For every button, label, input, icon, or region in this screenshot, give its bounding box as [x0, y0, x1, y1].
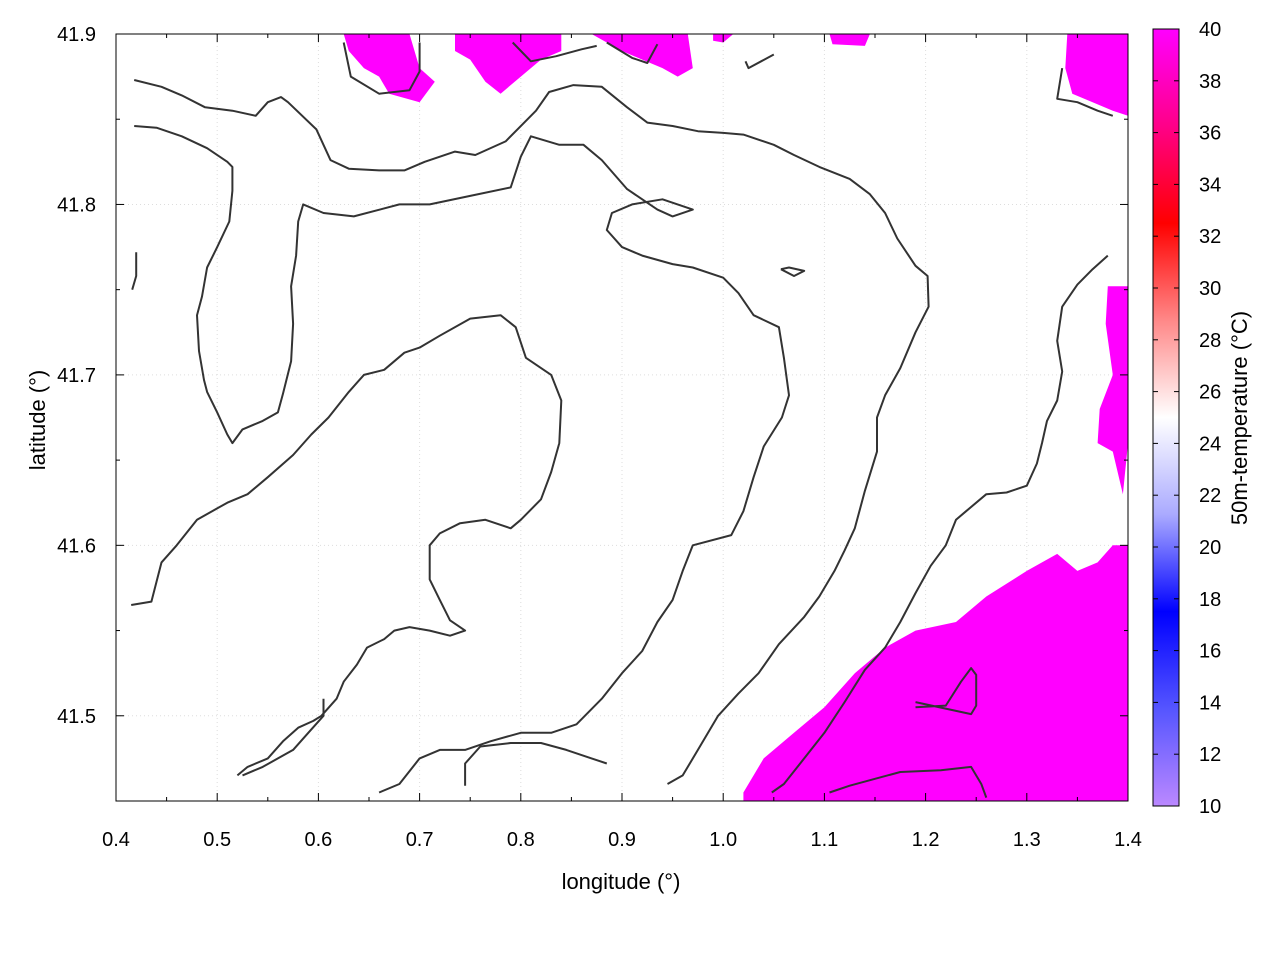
colorbar: 10 12 14 16 18 20 22 24 26 28 30 32 34 36 38 40 [1152, 19, 1221, 818]
x-axis-label: longitude (°) [562, 869, 681, 894]
x-tick-label: 0.4 [102, 829, 130, 851]
hot-region [829, 34, 870, 46]
x-tick-label: 0.7 [406, 829, 434, 851]
contour-line [464, 742, 608, 786]
cbar-tick-label: 14 [1199, 692, 1221, 714]
cbar-tick-label: 32 [1199, 226, 1221, 248]
x-tick-label: 0.9 [608, 829, 636, 851]
x-tick-label: 1.4 [1114, 829, 1142, 851]
hot-region [455, 34, 562, 94]
x-tick-label: 1.0 [709, 829, 737, 851]
x-tick-label: 1.1 [810, 829, 838, 851]
hot-region [743, 545, 1128, 801]
cbar-tick-label: 36 [1199, 123, 1221, 145]
contour-line [829, 765, 988, 798]
cbar-tick-label: 12 [1199, 744, 1221, 766]
contour-line [915, 667, 978, 716]
y-tick-label: 41.8 [57, 194, 96, 216]
cbar-tick-label: 40 [1199, 19, 1221, 41]
x-tick-label: 0.6 [304, 829, 332, 851]
y-tick-label: 41.9 [57, 24, 96, 46]
y-tick-label: 41.7 [57, 365, 96, 387]
contour-line [131, 314, 563, 777]
x-tick-label: 1.3 [1013, 829, 1041, 851]
cbar-tick-label: 28 [1199, 330, 1221, 352]
contour-line [1056, 67, 1114, 117]
contour-line [134, 125, 790, 794]
cbar-tick-label: 38 [1199, 71, 1221, 93]
cbar-tick-label: 20 [1199, 537, 1221, 559]
contour-line [511, 41, 597, 63]
colorbar-gradient [1152, 28, 1180, 807]
hot-region [591, 34, 693, 77]
x-tick-label: 0.8 [507, 829, 535, 851]
cbar-tick-label: 16 [1199, 641, 1221, 663]
x-tick-label: 0.5 [203, 829, 231, 851]
contour-line [342, 42, 421, 95]
contour-line [133, 79, 930, 785]
contour-line [131, 252, 138, 290]
y-axis-label: latitude (°) [25, 370, 50, 471]
hot-region [1099, 34, 1128, 103]
x-tick-label: 1.2 [912, 829, 940, 851]
contour-line [606, 41, 659, 64]
heatmap-layer [343, 34, 1128, 801]
contour-layer [131, 41, 1114, 798]
contour-line [771, 254, 1109, 794]
cbar-tick-label: 26 [1199, 382, 1221, 404]
contour-line [780, 266, 806, 277]
cbar-tick-label: 34 [1199, 174, 1221, 196]
hot-region [1097, 286, 1128, 495]
cbar-tick-label: 30 [1199, 278, 1221, 300]
colorbar-label: 50m-temperature (°C) [1227, 311, 1252, 525]
contour-line [744, 53, 775, 70]
cbar-tick-label: 22 [1199, 485, 1221, 507]
cbar-tick-label: 24 [1199, 433, 1221, 455]
cbar-tick-label: 18 [1199, 589, 1221, 611]
axes: 0.4 0.5 0.6 0.7 0.8 0.9 1.0 1.1 1.2 1.3 1.4 41.5 41.… [57, 24, 1142, 851]
contour-line [242, 698, 325, 777]
y-tick-label: 41.6 [57, 535, 96, 557]
cbar-tick-label: 10 [1199, 796, 1221, 818]
y-tick-label: 41.5 [57, 706, 96, 728]
